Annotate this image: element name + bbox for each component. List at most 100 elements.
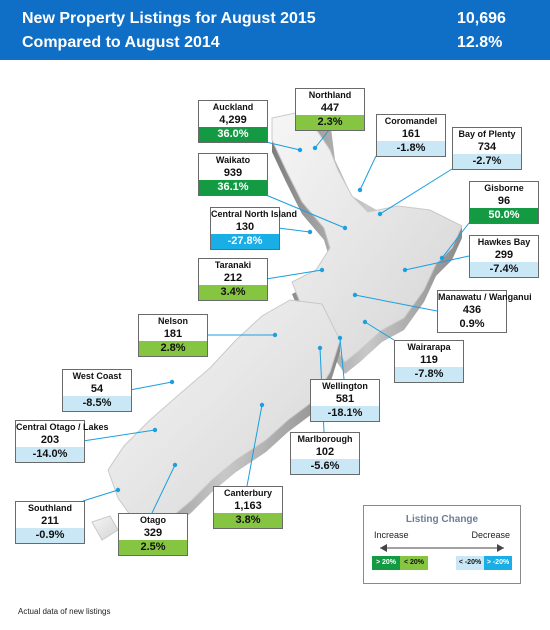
legend-swatches: > 20% < 20% < -20% > -20% [372,556,512,570]
region-listing-count: 581 [335,393,355,405]
region-box-canterbury: Canterbury 1,163 3.8% [213,486,283,529]
region-percent-change: 3.8% [214,513,282,528]
region-percent-change: -0.9% [16,528,84,543]
region-listing-count: 211 [41,515,59,527]
page-subtitle: Compared to August 2014 [22,34,220,51]
region-percent-change: 3.4% [199,285,267,300]
region-listing-count: 96 [497,195,511,207]
region-percent-change: 2.8% [139,341,207,356]
region-name: Wairarapa [407,342,451,352]
region-name: Nelson [157,316,188,326]
total-change-value: 12.8% [457,34,503,51]
region-percent-change: 2.5% [119,540,187,555]
leader-line [277,227,311,233]
leader-line [265,194,346,229]
north-island [271,111,463,363]
region-listing-count: 4,299 [219,114,247,126]
total-listings-value: 10,696 [457,10,506,27]
region-box-taranaki: Taranaki 212 3.4% [198,258,268,301]
region-name: Coromandel [384,116,438,126]
region-name: Taranaki [214,260,252,270]
region-location-dot [317,345,323,351]
leader-line [82,429,156,442]
region-location-dot [259,402,265,408]
region-name: Marlborough [297,434,353,444]
region-box-coromandel: Coromandel 161 -1.8% [376,114,446,157]
region-location-dot [152,427,158,433]
new-zealand-map [82,111,470,541]
region-percent-change: -7.4% [470,262,538,277]
region-location-dot [312,145,318,151]
region-percent-change: 36.1% [199,180,267,195]
region-name: Bay of Plenty [458,129,516,139]
region-name: Hawkes Bay [477,237,531,247]
region-location-dot [307,229,313,235]
leader-line [314,129,330,149]
region-listing-count: 119 [420,354,438,366]
legend-swatch-increase-over-20: > 20% [372,556,400,570]
region-box-waikato: Waikato 939 36.1% [198,153,268,196]
leader-line [151,464,176,514]
region-box-west-coast: West Coast 54 -8.5% [62,369,132,412]
leader-line [265,141,301,151]
leader-line [379,168,453,215]
header-banner: New Property Listings for August 2015 Co… [0,0,550,60]
region-box-manawatu-wanganui: Manawatu / Wanganui 436 0.9% [437,290,532,333]
region-box-auckland: Auckland 4,299 36.0% [198,100,268,143]
legend-arrow-icon [380,544,504,552]
region-listing-count: 734 [477,141,497,153]
region-name: Gisborne [484,183,524,193]
region-listing-count: 203 [40,434,60,446]
region-box-northland: Northland 447 2.3% [295,88,365,131]
region-name: Central Otago / Lakes [16,422,109,432]
region-location-dot [377,211,383,217]
region-name: Manawatu / Wanganui [438,292,532,302]
region-location-dot [357,187,363,193]
region-percent-change: -14.0% [16,447,84,462]
region-location-dot [342,225,348,231]
region-location-dot [402,267,408,273]
region-name: Southland [28,503,72,513]
region-percent-change: -1.8% [377,141,445,156]
region-location-dot [172,462,178,468]
leader-line [129,381,173,391]
legend-swatch-no-change [428,556,456,570]
region-listing-count: 447 [320,102,340,114]
region-location-dot [297,147,303,153]
leader-line [339,337,345,380]
legend-swatch-increase-under-20: < 20% [400,556,428,570]
region-box-southland: Southland 211 -0.9% [15,501,85,544]
region-percent-change: 2.3% [296,115,364,130]
leader-line [364,321,395,341]
region-name: Otago [140,515,166,525]
region-box-marlborough: Marlborough 102 -5.6% [290,432,360,475]
legend-decrease-label: Decrease [471,530,510,540]
leader-lines [82,129,470,514]
leader-line [441,222,470,259]
region-percent-change: -2.7% [453,154,521,169]
leader-line [404,255,470,271]
region-box-central-north-island: Central North Island 130 -27.8% [210,207,297,250]
legend-swatch-decrease-over-20: > -20% [484,556,512,570]
region-listing-count: 161 [401,128,421,140]
region-box-bay-of-plenty: Bay of Plenty 734 -2.7% [452,127,522,170]
page-title: New Property Listings for August 2015 [22,10,316,27]
region-percent-change: 36.0% [199,127,267,142]
region-percent-change: -7.8% [395,367,463,382]
region-listing-count: 102 [315,446,335,458]
region-name: Auckland [212,102,254,112]
footnote: Actual data of new listings [18,607,111,616]
region-listing-count: 212 [223,272,243,284]
region-box-hawkes-bay: Hawkes Bay 299 -7.4% [469,235,539,278]
leader-line [82,489,119,502]
region-location-dot [439,255,445,261]
region-percent-change: -27.8% [211,234,279,249]
region-listing-count: 436 [462,304,482,316]
region-percent-change: -18.1% [311,406,379,421]
region-listing-count: 329 [143,527,163,539]
leader-line [354,294,438,312]
region-box-otago: Otago 329 2.5% [118,513,188,556]
region-listing-count: 939 [223,167,243,179]
region-listing-count: 1,163 [234,500,262,512]
leader-line [265,269,323,280]
